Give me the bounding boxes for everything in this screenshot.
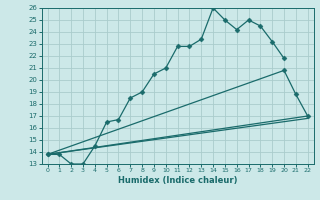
X-axis label: Humidex (Indice chaleur): Humidex (Indice chaleur) — [118, 176, 237, 185]
